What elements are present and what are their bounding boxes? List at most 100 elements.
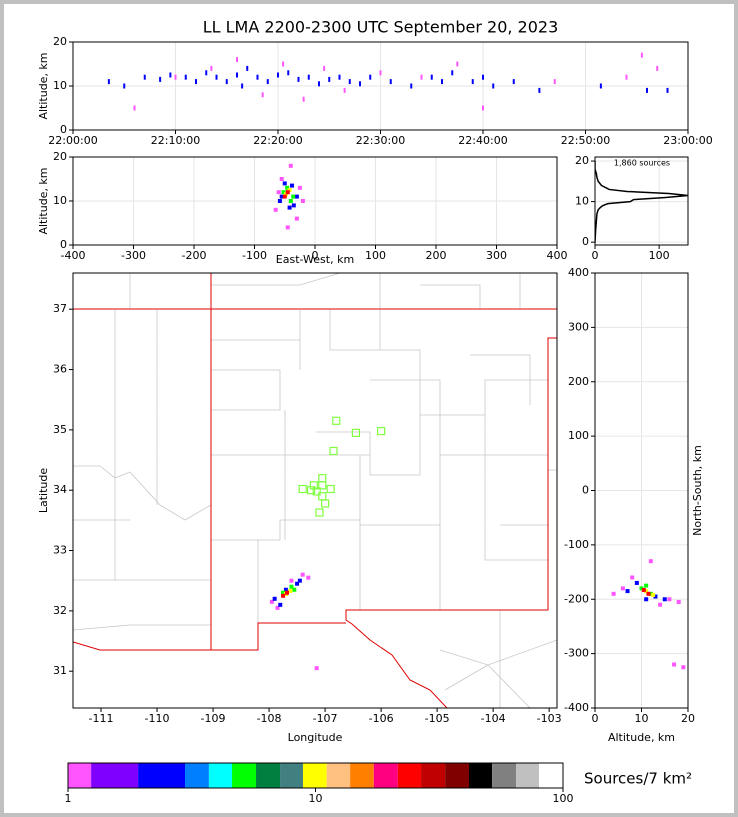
x-tick-label: 100 — [649, 249, 670, 262]
source — [662, 597, 667, 602]
source — [289, 578, 294, 583]
colorbar-segment — [516, 763, 540, 788]
source — [283, 192, 288, 197]
x-tick-label: -106 — [369, 712, 394, 725]
source — [169, 72, 172, 78]
source — [282, 181, 287, 186]
source — [369, 74, 372, 80]
colorbar-segment — [468, 763, 493, 788]
y-tick-label: 0 — [582, 235, 589, 248]
source — [283, 587, 288, 592]
y-tick-label: 10 — [575, 195, 589, 208]
source — [639, 586, 644, 591]
source — [279, 194, 284, 199]
y-tick-label: 33 — [53, 544, 67, 557]
source — [451, 70, 454, 76]
source — [273, 207, 278, 212]
x-tick-label: 22:20:00 — [253, 134, 302, 147]
x-tick-label: -109 — [201, 712, 226, 725]
x-tick-label: 20 — [681, 712, 695, 725]
source — [323, 65, 326, 71]
source — [287, 70, 290, 76]
source — [648, 559, 653, 564]
x-tick-label: -107 — [313, 712, 338, 725]
source — [389, 79, 392, 85]
source — [107, 79, 110, 85]
x-tick-label: -400 — [61, 249, 86, 262]
station — [377, 426, 386, 436]
x-axis-label: Altitude, km — [608, 731, 675, 744]
source — [672, 662, 677, 667]
source — [646, 591, 651, 596]
source — [205, 70, 208, 76]
source — [482, 105, 484, 111]
source — [241, 83, 244, 89]
plot-area — [273, 163, 305, 230]
y-tick-label: -400 — [564, 701, 589, 714]
colorbar-segment — [256, 763, 281, 788]
x-tick-label: -110 — [145, 712, 170, 725]
source — [295, 581, 300, 586]
source — [279, 177, 284, 181]
source — [420, 74, 423, 80]
source — [294, 194, 299, 199]
colorbar-segment — [138, 763, 186, 788]
x-tick-label: 0 — [592, 712, 599, 725]
source — [269, 599, 274, 604]
source — [277, 72, 279, 78]
marks — [269, 416, 386, 671]
source — [328, 76, 331, 82]
x-tick-label: 10 — [635, 712, 649, 725]
station — [309, 481, 318, 490]
x-tick-label: 200 — [426, 249, 447, 262]
x-axis-label: East-West, km — [276, 253, 354, 266]
x-tick-label: -108 — [257, 712, 282, 725]
colorbar-segment — [232, 763, 257, 788]
x-tick-label: 22:00:00 — [48, 134, 97, 147]
y-axis-label: Altitude, km — [37, 52, 50, 119]
source — [644, 589, 649, 594]
x-tick-label: -104 — [481, 712, 506, 725]
y-tick-label: 300 — [568, 320, 589, 333]
source — [294, 216, 299, 221]
source — [625, 74, 628, 80]
x-tick-label: 10 — [309, 792, 323, 805]
source — [667, 597, 672, 602]
y-tick-label: 10 — [53, 79, 67, 92]
source — [379, 70, 382, 76]
source — [236, 72, 238, 78]
source — [281, 590, 286, 595]
y-tick-label: 20 — [53, 150, 67, 163]
x-tick-label: 23:00:00 — [663, 134, 712, 147]
source — [284, 590, 289, 595]
source — [288, 199, 293, 203]
colorbar-segment — [185, 763, 209, 788]
x-axis-label: Longitude — [288, 731, 343, 744]
station — [312, 487, 321, 496]
source — [306, 575, 311, 580]
source — [288, 163, 293, 168]
colorbar-segment — [492, 763, 517, 788]
source — [666, 87, 669, 93]
colorbar-segment — [280, 763, 303, 788]
y-tick-label: 20 — [575, 154, 589, 167]
source — [307, 74, 310, 80]
source — [410, 83, 413, 89]
source — [275, 605, 280, 610]
chart-title: LL LMA 2200-2300 UTC September 20, 2023 — [203, 18, 559, 37]
y-tick-label: 0 — [60, 123, 67, 136]
source — [143, 74, 146, 80]
source — [641, 588, 646, 593]
source — [651, 592, 656, 597]
source — [282, 61, 285, 67]
station — [320, 499, 330, 508]
plot-area — [107, 52, 669, 111]
y-tick-label: 400 — [568, 266, 589, 279]
source — [297, 76, 300, 82]
y-tick-label: -100 — [564, 538, 589, 551]
source — [656, 65, 659, 71]
source — [492, 83, 495, 89]
map-outlines — [73, 273, 557, 708]
